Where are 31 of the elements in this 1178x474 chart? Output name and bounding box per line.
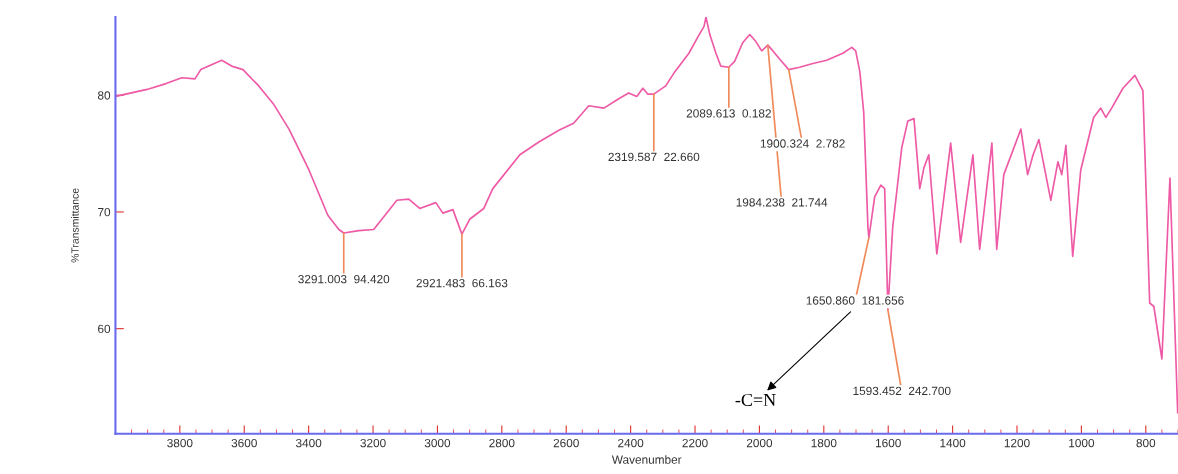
x-tick-label: 1200: [1004, 438, 1030, 448]
x-tick-label: 2400: [618, 438, 644, 448]
annotation: 3291.003 94.420: [298, 274, 390, 284]
x-tick-label: 2200: [682, 438, 708, 448]
line-series: [115, 17, 1178, 414]
x-tick-label: 800: [1136, 438, 1156, 448]
x-axis-title: Wavenumber: [611, 455, 682, 464]
annotation: 2921.483 66.163: [416, 278, 508, 288]
x-tick-label: 1000: [1069, 438, 1095, 448]
x-tick-label: 3800: [167, 438, 193, 448]
x-tick-label: 3000: [424, 438, 451, 448]
annotation: 2089.613 0.182: [686, 109, 771, 118]
x-tick-label: 2600: [553, 438, 579, 448]
annotation: 1984.238 21.744: [736, 198, 828, 207]
x-tick-label: 2800: [489, 438, 515, 448]
y-axis-title: %Transmittance: [71, 188, 79, 263]
annotation: 1650.860 181.656: [806, 296, 904, 305]
annotation: -C=N: [735, 393, 776, 407]
x-tick-label: 3200: [360, 438, 386, 448]
y-tick-label: 60: [98, 324, 111, 334]
x-tick-label: 2000: [746, 438, 773, 448]
x-tick-label: 1400: [940, 438, 966, 448]
y-tick-label: 80: [97, 91, 111, 100]
annotation: 1900.324 2.782: [760, 139, 845, 148]
x-tick-label: 1800: [811, 438, 837, 448]
annotation: 2319.587 22.660: [608, 152, 700, 162]
x-tick-label: 1600: [875, 438, 901, 448]
annotation: 1593.452 242.700: [853, 386, 951, 396]
x-tick-label: 3600: [231, 438, 257, 448]
x-tick-label: 3400: [295, 438, 322, 448]
y-tick-label: 70: [98, 208, 111, 217]
